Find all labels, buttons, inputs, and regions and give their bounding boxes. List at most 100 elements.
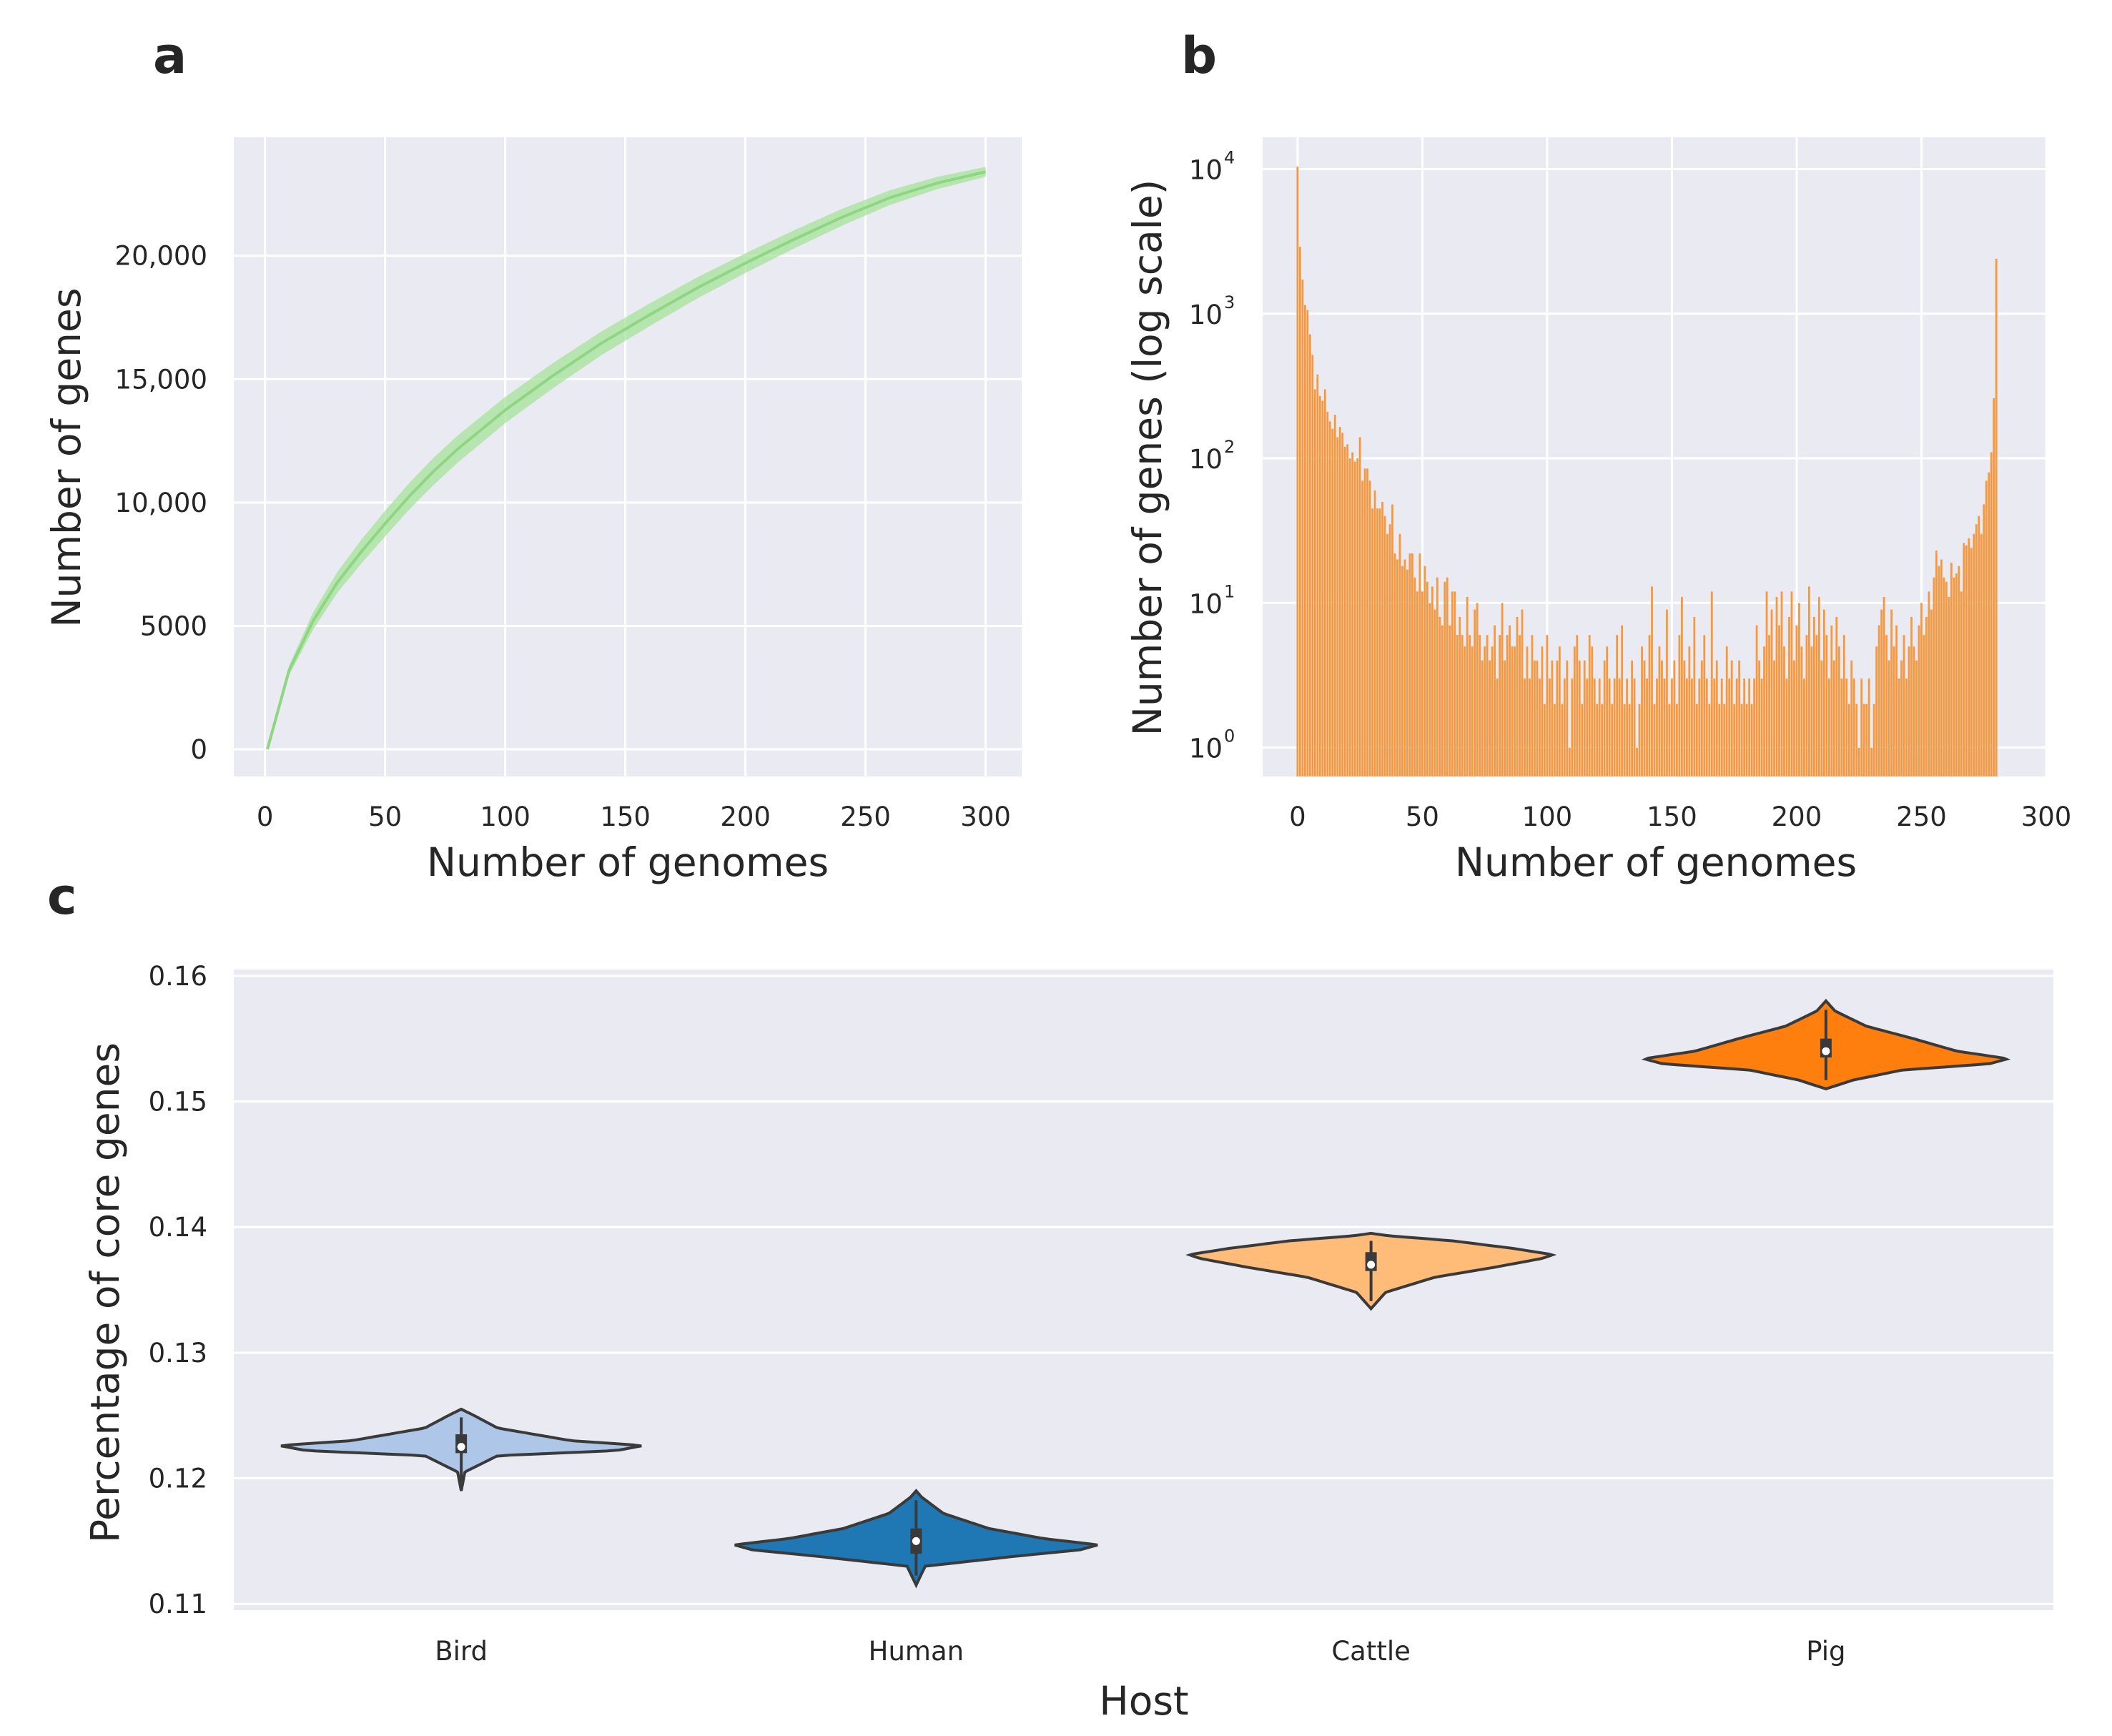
histogram-bar: [1484, 646, 1486, 776]
histogram-bar: [1803, 679, 1805, 776]
histogram-bar: [1546, 635, 1549, 776]
histogram-bar: [1368, 480, 1371, 776]
histogram-bar: [1748, 679, 1751, 776]
histogram-bar: [1750, 704, 1753, 776]
histogram-bar: [1418, 553, 1421, 776]
histogram-bar: [1511, 646, 1514, 776]
histogram-bar: [1867, 679, 1870, 776]
histogram-bar: [1371, 508, 1373, 776]
histogram-bar: [1780, 591, 1783, 776]
violin-bird: [280, 1407, 642, 1491]
histogram-bar: [1985, 480, 1988, 776]
histogram-bar: [1348, 458, 1351, 776]
histogram-bar: [1611, 704, 1614, 776]
x-tick-label: 150: [1647, 802, 1697, 832]
histogram-bar: [1728, 679, 1731, 776]
histogram-bar: [1398, 533, 1401, 776]
histogram-bar: [1571, 679, 1574, 776]
histogram-bar: [1646, 679, 1648, 776]
histogram-bar: [1666, 609, 1668, 776]
histogram-bar: [1436, 577, 1439, 776]
histogram-bar: [1396, 559, 1398, 776]
histogram-bar: [1333, 415, 1336, 776]
histogram-bar: [1381, 501, 1383, 776]
histogram-bar: [1499, 635, 1501, 776]
histogram-bar: [1521, 609, 1524, 776]
histogram-bar: [1423, 566, 1426, 776]
histogram-bar: [1556, 660, 1559, 776]
histogram-bar: [1531, 635, 1534, 776]
y-tick-label: 15,000: [115, 364, 207, 395]
y-tick-label: 5000: [140, 611, 207, 641]
histogram-bar: [1431, 586, 1434, 776]
histogram-bar: [1509, 625, 1511, 776]
x-tick-label: 50: [368, 802, 402, 832]
histogram-bar: [1770, 609, 1773, 776]
histogram-bar: [1988, 472, 1990, 776]
histogram-bar: [1763, 646, 1765, 776]
histogram-bar: [1296, 167, 1299, 777]
histogram-bar: [1993, 398, 1995, 776]
histogram-bar: [1890, 609, 1893, 776]
ticks-a: 0 50 100 150 200 250 300 0 5000 10,000 15,000 20,00…: [115, 241, 1011, 832]
y-tick-label: 10: [1189, 444, 1223, 475]
histogram-bar: [1703, 635, 1706, 776]
x-tick-label: Pig: [1806, 1636, 1845, 1667]
histogram-bar: [1514, 646, 1516, 776]
histogram-bar: [1740, 704, 1743, 776]
histogram-bar: [1641, 646, 1643, 776]
histogram-bar: [1968, 538, 1970, 776]
histogram-bar: [1618, 679, 1621, 776]
histogram-bar: [1870, 747, 1873, 776]
histogram-bar: [1778, 625, 1780, 776]
histogram-bar: [1456, 635, 1459, 776]
histogram-bar: [1895, 625, 1898, 776]
histogram-bar: [1928, 591, 1930, 776]
histogram-bar: [1925, 616, 1928, 776]
histogram-bar: [1391, 504, 1393, 776]
histogram-bar: [1633, 679, 1636, 776]
histogram-bar: [1681, 596, 1683, 776]
histogram-bar: [1363, 468, 1366, 776]
histogram-bar: [1693, 616, 1696, 776]
histogram-bar: [1830, 625, 1833, 776]
histogram-bar: [1376, 508, 1378, 776]
histogram-bar: [1441, 625, 1444, 776]
histogram-bar: [1910, 616, 1913, 776]
y-tick-exponent: 0: [1224, 726, 1235, 746]
histogram-bar: [1446, 577, 1449, 776]
histogram-bar: [1328, 421, 1331, 776]
histogram-bar: [1832, 660, 1835, 776]
panel-label-b: b: [1181, 26, 1217, 85]
histogram-bar: [1401, 566, 1403, 776]
histogram-bar: [1733, 704, 1736, 776]
histogram-bar: [1678, 635, 1681, 776]
histogram-bar: [1720, 679, 1723, 776]
histogram-bar: [1862, 704, 1865, 776]
histogram-bar: [1905, 679, 1908, 776]
histogram-bar: [1311, 355, 1314, 776]
histogram-bar: [1875, 646, 1878, 776]
histogram-bar: [1356, 458, 1359, 776]
plot-area-c: [234, 970, 2053, 1610]
histogram-bar: [1341, 433, 1344, 776]
histogram-bar: [1601, 704, 1604, 776]
histogram-bar: [1338, 427, 1341, 776]
histogram-bar: [1800, 646, 1803, 776]
histogram-bar: [1551, 660, 1554, 776]
histogram-bar: [1785, 679, 1788, 776]
histogram-bar: [1955, 573, 1958, 776]
histogram-bar: [1708, 704, 1711, 776]
histogram-bar: [1471, 646, 1474, 776]
histogram-bar: [1421, 591, 1423, 776]
y-axis-label-c: Percentage of core genes: [82, 1042, 128, 1543]
histogram-bar: [1386, 533, 1388, 776]
histogram-bar: [1995, 258, 1998, 776]
histogram-bar: [1489, 660, 1491, 776]
histogram-bar: [1588, 635, 1591, 776]
histogram-bar: [1938, 566, 1940, 776]
histogram-bar: [1534, 660, 1536, 776]
histogram-bar: [1908, 646, 1910, 776]
histogram-bar: [1930, 609, 1933, 776]
histogram-bar: [1388, 524, 1391, 776]
